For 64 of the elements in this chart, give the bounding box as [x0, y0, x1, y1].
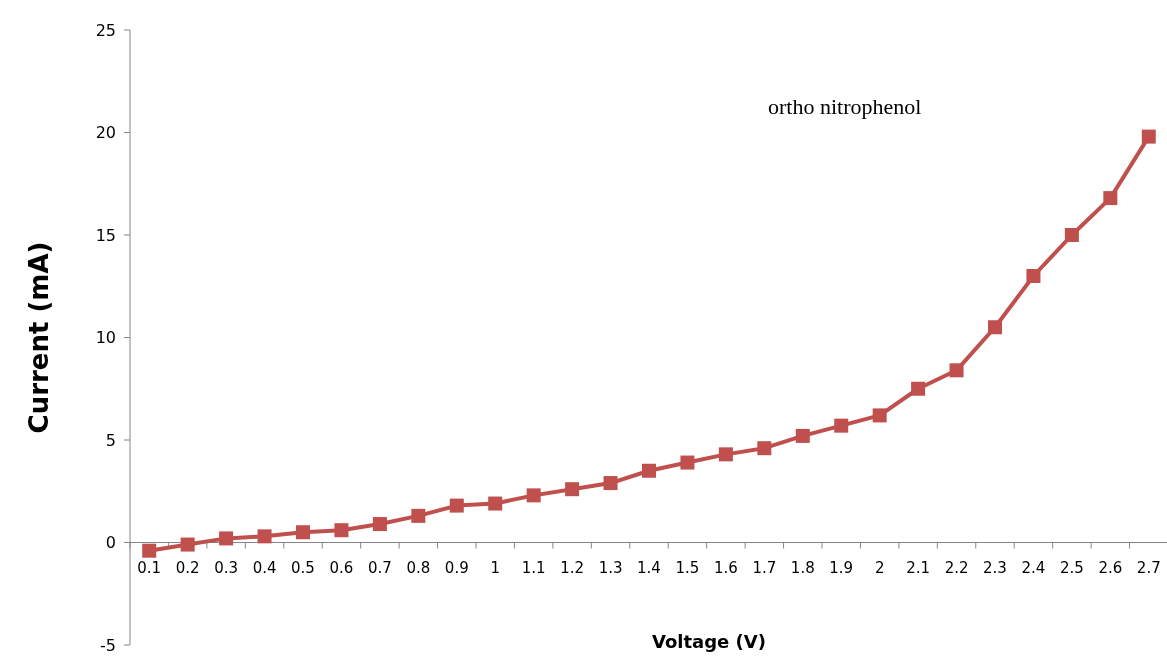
- x-tick-label: 0.5: [291, 558, 315, 577]
- point: [449, 498, 464, 513]
- x-tick-label: 1.8: [790, 558, 815, 577]
- point: [142, 543, 157, 558]
- y-tick-label: 15: [95, 225, 116, 245]
- y-tick-label: -5: [100, 635, 116, 655]
- x-tick-label: 1.4: [637, 558, 661, 577]
- point: [642, 463, 656, 478]
- x-tick-label: 2.5: [1059, 558, 1084, 577]
- x-tick-label: 1.5: [675, 558, 700, 577]
- y-tick-label: 0: [105, 533, 116, 553]
- point: [680, 455, 695, 470]
- y-tick-label: 25: [95, 20, 116, 40]
- point: [1141, 129, 1156, 144]
- point: [1103, 191, 1118, 206]
- x-tick-label: 1.1: [521, 558, 546, 577]
- x-tick-label: 0.1: [137, 558, 162, 577]
- x-tick-label: 0.9: [444, 558, 469, 577]
- point: [603, 476, 618, 491]
- point: [1064, 228, 1079, 242]
- x-tick-label: 0.3: [214, 558, 239, 577]
- x-tick-label: 1.7: [752, 558, 777, 577]
- point: [988, 320, 1002, 335]
- x-tick-label: 2.2: [944, 558, 969, 577]
- point: [1026, 269, 1041, 283]
- x-tick-label: 1: [490, 558, 500, 577]
- point: [526, 488, 541, 503]
- point: [795, 428, 810, 443]
- y-tick-label: 20: [95, 123, 116, 143]
- point: [334, 523, 349, 538]
- point: [911, 381, 926, 396]
- x-tick-label: 2.7: [1136, 558, 1161, 577]
- point: [565, 482, 580, 497]
- x-tick-label: 2.3: [983, 558, 1007, 577]
- x-tick-label: 1.6: [713, 558, 738, 577]
- point: [219, 531, 234, 546]
- x-tick-label: 2: [874, 558, 885, 577]
- annotation: ortho nitrophenol: [768, 94, 922, 119]
- point: [488, 496, 503, 511]
- x-tick-label: 1.9: [829, 558, 854, 577]
- point: [834, 418, 849, 433]
- point: [718, 447, 733, 462]
- x-tick-label: 0.7: [367, 558, 392, 577]
- point: [757, 441, 772, 456]
- x-tick-label: 1.2: [560, 558, 585, 577]
- x-tick-label: 2.1: [906, 558, 931, 577]
- point: [257, 529, 272, 544]
- y-tick-label: 5: [105, 430, 116, 450]
- point: [411, 508, 426, 523]
- y-tick-label: 10: [95, 328, 116, 348]
- point: [296, 525, 310, 540]
- point: [872, 408, 887, 423]
- x-tick-label: 2.4: [1021, 558, 1046, 577]
- point: [949, 363, 964, 378]
- x-tick-label: 0.6: [329, 558, 354, 577]
- x-tick-label: 0.4: [252, 558, 277, 577]
- point: [180, 537, 195, 552]
- x-tick-label: 2.6: [1098, 558, 1123, 577]
- x-tick-label: 0.8: [406, 558, 431, 577]
- x-tick-label: 0.2: [175, 558, 200, 577]
- point: [372, 517, 387, 532]
- x-tick-label: 1.3: [598, 558, 623, 577]
- x-axis-title: Voltage (V): [652, 631, 766, 652]
- y-axis-title: Current (mA): [24, 241, 54, 434]
